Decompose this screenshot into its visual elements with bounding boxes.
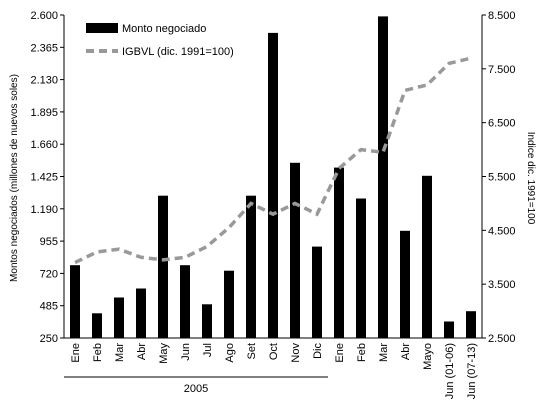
category-label: Abr <box>400 343 412 360</box>
legend-label-bars: Monto negociado <box>122 23 206 35</box>
category-label: May <box>158 343 170 364</box>
bar <box>466 311 476 338</box>
category-label: Jun <box>180 343 192 361</box>
right-tick-label: 3.500 <box>488 279 516 291</box>
category-label: Oct <box>268 343 280 360</box>
bar <box>312 246 322 338</box>
left-tick-label: 2.365 <box>30 42 58 54</box>
right-tick-label: 4.500 <box>488 225 516 237</box>
legend-label-line: IGBVL (dic. 1991=100) <box>122 46 234 58</box>
left-tick-label: 1.425 <box>30 172 58 184</box>
year-group: 2005 <box>64 376 328 395</box>
left-tick-label: 2.600 <box>30 10 58 22</box>
left-tick-label: 250 <box>40 333 58 345</box>
left-tick-label: 1.190 <box>30 204 58 216</box>
bar-series <box>70 16 476 339</box>
bar <box>224 270 234 338</box>
category-label: Jun (01-06) <box>444 343 456 399</box>
right-tick-label: 6.500 <box>488 118 516 130</box>
y2-axis-label: Indice dic. 1991=100 <box>525 132 536 225</box>
category-label: Jun (07-13) <box>466 343 478 399</box>
right-axis-ticks: 2.500 3.500 4.500 5.500 6.500 7.500 8.500 <box>482 10 516 345</box>
bar <box>422 175 432 338</box>
legend: Monto negociado IGBVL (dic. 1991=100) <box>86 23 234 58</box>
bar <box>246 195 256 338</box>
category-label: Feb <box>356 343 368 362</box>
left-tick-label: 2.130 <box>30 75 58 87</box>
left-tick-label: 1.660 <box>30 139 58 151</box>
bar <box>92 313 102 338</box>
bar <box>378 16 388 339</box>
category-labels: Ene Feb Mar Abr May Jun Jul Ago Set Oct Nov Dic Ene F… <box>70 343 478 400</box>
line-series <box>74 56 472 265</box>
category-label: Mar <box>378 343 390 362</box>
bar <box>136 288 146 338</box>
bar <box>290 162 300 338</box>
right-tick-label: 7.500 <box>488 64 516 76</box>
bar <box>400 230 410 338</box>
left-axis-ticks: 250 485 720 955 1.190 1.425 1.660 1.895 2.130 2.3… <box>30 10 64 345</box>
bar <box>202 304 212 338</box>
right-tick-label: 5.500 <box>488 172 516 184</box>
left-tick-label: 485 <box>40 301 58 313</box>
category-label: Ene <box>334 343 346 363</box>
bar <box>268 32 278 339</box>
category-label: Set <box>246 343 258 360</box>
category-label: Nov <box>290 343 302 363</box>
category-label: Mayo <box>422 343 434 370</box>
left-tick-label: 955 <box>40 236 58 248</box>
category-label: Feb <box>92 343 104 362</box>
bar <box>444 321 454 338</box>
y-axis-label: Montos negociados (millones de nuevos so… <box>9 74 20 282</box>
category-label: Dic <box>312 343 324 359</box>
bar <box>180 265 190 338</box>
category-label: Ene <box>70 343 82 363</box>
igbvl-line <box>74 56 472 265</box>
bar <box>158 195 168 338</box>
bar <box>334 167 344 338</box>
bar <box>70 265 80 338</box>
right-tick-label: 8.500 <box>488 10 516 22</box>
legend-swatch-bars <box>86 23 118 33</box>
left-tick-label: 720 <box>40 268 58 280</box>
category-label: Abr <box>136 343 148 360</box>
category-label: Mar <box>114 343 126 362</box>
year-group-label: 2005 <box>184 383 208 395</box>
left-tick-label: 1.895 <box>30 107 58 119</box>
bar <box>356 198 366 338</box>
category-label: Ago <box>224 343 236 363</box>
category-label: Jul <box>202 343 214 357</box>
right-tick-label: 2.500 <box>488 333 516 345</box>
bar <box>114 297 124 338</box>
